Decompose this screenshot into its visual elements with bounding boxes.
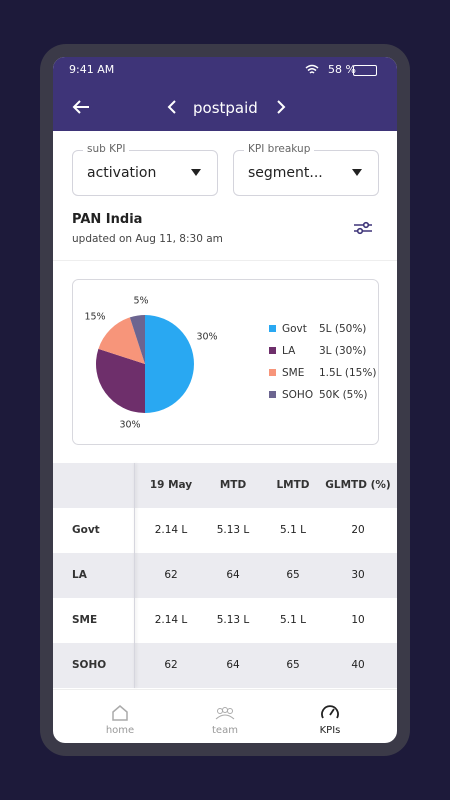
- legend-swatch: [269, 391, 276, 398]
- table-cell: 64: [226, 659, 240, 671]
- screen: 9:41 AM 58 % postpaid sub KPI activation…: [53, 57, 397, 743]
- legend-label: SME: [282, 367, 304, 379]
- pie-annotation: 15%: [84, 312, 105, 323]
- kpi-table: 19 May MTD LMTD GLMTD (%) Govt 2.14 L 5.13 L 5.…: [53, 463, 397, 688]
- back-button[interactable]: [71, 99, 91, 115]
- team-icon[interactable]: [215, 706, 235, 720]
- header-title: postpaid: [193, 99, 258, 117]
- region-title: PAN India: [72, 212, 143, 227]
- divider: [53, 260, 397, 261]
- nav-divider: [53, 689, 397, 690]
- legend-value: 5L (50%): [319, 323, 366, 335]
- table-cell: 5.13 L: [216, 614, 250, 626]
- kpi-icon[interactable]: [320, 704, 340, 720]
- home-icon[interactable]: [111, 704, 129, 722]
- table-cell: 2.14 L: [154, 614, 188, 626]
- time: 9:41 AM: [69, 63, 115, 76]
- legend-label: SOHO: [282, 389, 313, 401]
- row-label: Govt: [72, 524, 100, 536]
- table-cell: 5.13 L: [216, 524, 250, 536]
- chart-card: 5% 30% 30% 15% Govt 5L (50%) LA 3L (30%) SME 1.5L…: [72, 279, 379, 445]
- pie-slice: [145, 315, 194, 413]
- table-cell: 5.1 L: [280, 614, 306, 626]
- battery-icon: [353, 65, 377, 76]
- header-cell: LMTD: [276, 479, 310, 491]
- header-cell: GLMTD (%): [325, 479, 391, 491]
- column-divider: [134, 463, 135, 688]
- table-cell: 30: [351, 569, 365, 581]
- legend-swatch: [269, 347, 276, 354]
- app-header: 9:41 AM 58 % postpaid: [53, 57, 397, 131]
- pie-annotation: 30%: [196, 332, 217, 343]
- pie-annotation: 5%: [133, 296, 148, 307]
- table-cell: 5.1 L: [280, 524, 306, 536]
- row-label: SME: [72, 614, 98, 626]
- table-cell: 64: [226, 569, 240, 581]
- pie-slice: [129, 315, 145, 364]
- prev-button[interactable]: [166, 99, 178, 115]
- legend-swatch: [269, 369, 276, 376]
- table-row: Govt 2.14 L 5.13 L 5.1 L 20: [53, 508, 397, 553]
- kpi-breakup-dropdown[interactable]: KPI breakup segment...: [233, 143, 379, 196]
- dropdown-label: KPI breakup: [244, 143, 315, 155]
- battery: 58 %: [328, 63, 356, 76]
- table-row: SOHO 62 64 65 40: [53, 643, 397, 688]
- pie-slice: [95, 348, 145, 413]
- header-cell: 19 May: [149, 479, 193, 491]
- dropdown-value: activation: [87, 165, 157, 181]
- dropdown-value: segment...: [248, 165, 323, 181]
- legend-label: LA: [282, 345, 296, 357]
- legend-label: Govt: [282, 323, 307, 335]
- nav-kpis[interactable]: KPIs: [319, 725, 341, 736]
- table-cell: 62: [164, 659, 178, 671]
- table-header: 19 May MTD LMTD GLMTD (%): [53, 463, 397, 508]
- table-row: LA 62 64 65 30: [53, 553, 397, 598]
- pie-annotation: 30%: [119, 420, 140, 431]
- table-cell: 65: [286, 569, 300, 581]
- table-cell: 20: [351, 524, 365, 536]
- sub-kpi-dropdown[interactable]: sub KPI activation: [72, 143, 218, 196]
- legend-value: 3L (30%): [319, 345, 366, 357]
- table-cell: 65: [286, 659, 300, 671]
- next-button[interactable]: [275, 99, 287, 115]
- table-cell: 10: [351, 614, 365, 626]
- row-label: SOHO: [72, 659, 107, 671]
- nav-team[interactable]: team: [212, 725, 238, 736]
- updated-text: updated on Aug 11, 8:30 am: [72, 233, 223, 245]
- table-cell: 2.14 L: [154, 524, 188, 536]
- filter-icon[interactable]: [353, 220, 373, 236]
- table-cell: 62: [164, 569, 178, 581]
- header-cell: MTD: [219, 479, 247, 491]
- wifi-icon: [305, 64, 319, 74]
- table-row: SME 2.14 L 5.13 L 5.1 L 10: [53, 598, 397, 643]
- dropdown-label: sub KPI: [83, 143, 130, 155]
- row-label: LA: [72, 569, 87, 581]
- nav-home[interactable]: home: [105, 725, 135, 736]
- legend-value: 50K (5%): [319, 389, 367, 401]
- table-cell: 40: [351, 659, 365, 671]
- pie-slice: [98, 317, 145, 364]
- legend-value: 1.5L (15%): [319, 367, 376, 379]
- legend-swatch: [269, 325, 276, 332]
